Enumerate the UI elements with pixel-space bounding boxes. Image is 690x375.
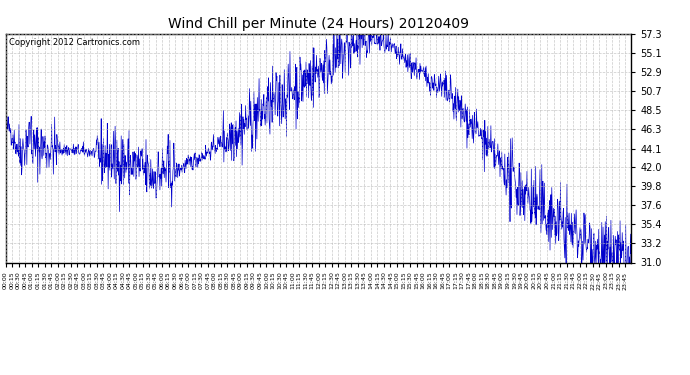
Title: Wind Chill per Minute (24 Hours) 20120409: Wind Chill per Minute (24 Hours) 2012040… xyxy=(168,17,469,31)
Text: Copyright 2012 Cartronics.com: Copyright 2012 Cartronics.com xyxy=(9,38,139,47)
